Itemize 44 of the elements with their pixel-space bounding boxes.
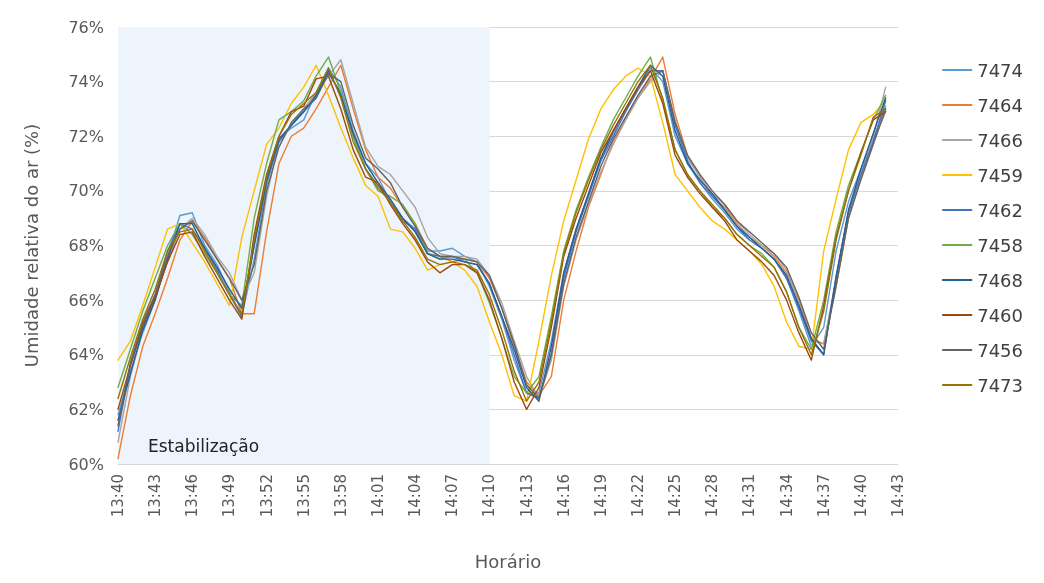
x-tick-label: 14:10 — [480, 474, 499, 518]
x-tick-label: 14:28 — [703, 474, 722, 518]
legend-label: 7468 — [977, 269, 1023, 291]
legend-label: 7462 — [977, 199, 1023, 221]
legend-label: 7459 — [977, 164, 1023, 186]
legend-label: 7460 — [977, 304, 1023, 326]
legend-label: 7464 — [977, 94, 1023, 116]
y-tick-label: 62% — [68, 399, 104, 419]
band-label: Estabilização — [148, 435, 260, 456]
x-tick-label: 14:34 — [777, 474, 796, 518]
x-tick-label: 14:07 — [443, 474, 462, 518]
x-tick-label: 14:25 — [666, 474, 685, 518]
x-tick-label: 13:49 — [220, 474, 239, 518]
y-tick-label: 70% — [68, 181, 104, 201]
x-tick-label: 14:43 — [889, 474, 907, 518]
y-axis-title: Umidade relativa do ar (%) — [20, 123, 42, 368]
x-tick-label: 13:55 — [294, 474, 313, 518]
legend-label: 7466 — [977, 129, 1023, 151]
y-tick-label: 60% — [68, 454, 104, 474]
legend-label: 7474 — [977, 59, 1023, 81]
x-tick-label: 14:04 — [406, 474, 425, 518]
x-tick-label: 14:22 — [629, 474, 647, 518]
x-tick-label: 13:52 — [257, 474, 276, 518]
x-tick-label: 13:58 — [331, 474, 350, 518]
legend-label: 7456 — [977, 339, 1023, 361]
x-tick-label: 13:46 — [183, 474, 202, 518]
y-tick-label: 76% — [68, 17, 104, 37]
x-tick-label: 14:01 — [369, 474, 387, 518]
x-tick-label: 14:13 — [517, 474, 536, 518]
y-tick-label: 64% — [68, 345, 104, 365]
y-tick-label: 68% — [68, 236, 104, 255]
x-tick-label: 13:43 — [146, 474, 165, 518]
x-axis-title: Horário — [474, 550, 542, 572]
legend-label: 7473 — [977, 374, 1023, 396]
x-tick-label: 14:40 — [851, 474, 870, 518]
legend-label: 7458 — [977, 234, 1023, 256]
x-tick-label: 13:40 — [109, 474, 127, 518]
y-tick-label: 74% — [68, 72, 104, 92]
x-tick-label: 14:19 — [591, 474, 610, 518]
x-tick-label: 14:16 — [554, 474, 573, 518]
x-tick-label: 14:31 — [740, 474, 759, 518]
y-tick-label: 66% — [68, 290, 104, 310]
x-tick-label: 14:37 — [814, 474, 833, 518]
y-tick-label: 72% — [68, 126, 104, 146]
